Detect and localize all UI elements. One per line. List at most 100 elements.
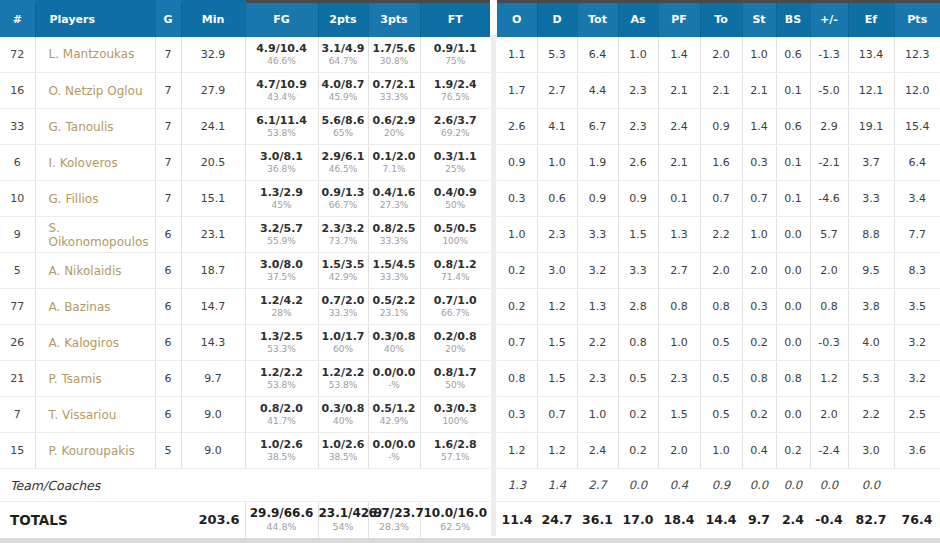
games-played: 7 [155,109,181,145]
minutes: 32.9 [181,37,245,73]
col-header-turnovers[interactable]: To [700,2,742,37]
player-name-link[interactable]: L. Mantzoukas [49,47,135,61]
stat-pct: 60% [319,344,368,355]
col-header-minutes[interactable]: Min [181,2,245,37]
games-played: 7 [155,145,181,181]
stat-pct: 38.5% [319,452,368,463]
total-rebounds: 2.2 [577,325,618,361]
col-header-games[interactable]: G [155,2,181,37]
col-header-fouls[interactable]: PF [658,2,700,37]
fg-stat: 6.1/11.4 53.8% [245,109,318,145]
blocks: 0.0 [776,217,810,253]
ft-stat: 0.2/0.8 20% [420,325,490,361]
team-blocks: 0.0 [776,469,810,502]
total-rebounds: 1.9 [577,145,618,181]
player-name-link[interactable]: T. Vissariou [49,408,117,422]
steals: 1.0 [742,37,776,73]
off-rebounds: 1.7 [497,73,537,109]
3pts-stat: 1.5/4.5 33.3% [368,253,420,289]
col-header-2pts[interactable]: 2pts [318,2,368,37]
col-header-assists[interactable]: As [618,2,658,37]
blocks: 0.8 [776,361,810,397]
stat-value: 2.3/3.2 [319,222,368,235]
player-name-link[interactable]: A. Bazinas [49,300,111,314]
player-row: 2.6 4.1 6.7 2.3 2.4 0.9 1.4 0.6 2.9 19.1… [497,109,940,145]
blocks: 0.0 [776,253,810,289]
efficiency: 9.5 [848,253,894,289]
player-name-link[interactable]: P. Kouroupakis [49,444,135,458]
totals-blocks: 2.4 [776,502,810,538]
player-name-link[interactable]: G. Tanoulis [49,120,114,134]
assists: 2.8 [618,289,658,325]
plus-minus: 5.7 [810,217,848,253]
col-header-points[interactable]: Pts [894,2,940,37]
assists: 0.8 [618,325,658,361]
ft-stat: 0.5/0.5 100% [420,217,490,253]
totals-steals: 9.7 [742,502,776,538]
stat-pct: 41.7% [246,416,318,427]
player-name-link[interactable]: A. Nikolaidis [49,264,122,278]
col-header-steals[interactable]: St [742,2,776,37]
col-header-blocks[interactable]: BS [776,2,810,37]
totals-assists: 17.0 [618,502,658,538]
player-name-link[interactable]: S. Oikonomopoulos [49,221,149,249]
turnovers: 2.0 [700,37,742,73]
blocks: 0.1 [776,145,810,181]
def-rebounds: 1.2 [537,289,577,325]
fg-stat: 1.3/2.5 53.3% [245,325,318,361]
col-header-off-reb[interactable]: O [497,2,537,37]
steals: 1.4 [742,109,776,145]
player-number: 33 [0,109,35,145]
stat-pct: 33.3% [319,308,368,319]
stat-value: 0.0/0.0 [369,366,420,379]
plus-minus: -4.6 [810,181,848,217]
col-header-3pts[interactable]: 3pts [368,2,420,37]
off-rebounds: 0.8 [497,361,537,397]
col-header-plusminus[interactable]: +/- [810,2,848,37]
2pts-stat: 1.2/2.2 53.8% [318,361,368,397]
col-header-tot-reb[interactable]: Tot [577,2,618,37]
team-efficiency: 0.0 [848,469,894,502]
stat-value: 0.8/2.0 [246,402,318,415]
efficiency: 3.3 [848,181,894,217]
games-played: 7 [155,37,181,73]
stat-pct: 53.3% [246,344,318,355]
plus-minus: 0.8 [810,289,848,325]
col-header-ft[interactable]: FT [420,2,490,37]
2pts-stat: 1.0/2.6 38.5% [318,433,368,469]
points: 3.5 [894,289,940,325]
player-name-link[interactable]: A. Kalogiros [49,336,120,350]
ft-stat: 0.8/1.7 50% [420,361,490,397]
player-name-link[interactable]: P. Tsamis [49,372,102,386]
col-header-number[interactable]: # [0,2,35,37]
col-header-efficiency[interactable]: Ef [848,2,894,37]
player-name-cell: I. Koloveros [35,145,155,181]
assists: 0.2 [618,433,658,469]
steals: 0.8 [742,361,776,397]
stat-value: 1.2/2.2 [246,366,318,379]
col-header-def-reb[interactable]: D [537,2,577,37]
totals-3pts: 6.7/23.7 28.3% [368,502,420,538]
player-number: 21 [0,361,35,397]
stat-value: 0.1/2.0 [369,150,420,163]
col-header-fg[interactable]: FG [245,2,318,37]
player-name-link[interactable]: I. Koloveros [49,156,118,170]
col-header-players[interactable]: Players [35,2,155,37]
def-rebounds: 0.7 [537,397,577,433]
steals: 0.2 [742,397,776,433]
minutes: 9.7 [181,361,245,397]
points: 3.4 [894,181,940,217]
player-row: 0.2 1.2 1.3 2.8 0.8 0.8 0.3 0.0 0.8 3.8 … [497,289,940,325]
total-rebounds: 1.0 [577,397,618,433]
player-name-link[interactable]: O. Netzip Oglou [49,84,143,98]
stat-value: 0.8/1.2 [421,258,491,271]
off-rebounds: 0.9 [497,145,537,181]
turnovers: 0.5 [700,361,742,397]
turnovers: 2.0 [700,253,742,289]
plus-minus: -2.1 [810,145,848,181]
2pts-stat: 4.0/8.7 45.9% [318,73,368,109]
stat-value: 23.1/42.9 [319,506,368,520]
table-separator-fill [491,35,496,536]
player-name-link[interactable]: G. Fillios [49,192,99,206]
def-rebounds: 1.2 [537,433,577,469]
